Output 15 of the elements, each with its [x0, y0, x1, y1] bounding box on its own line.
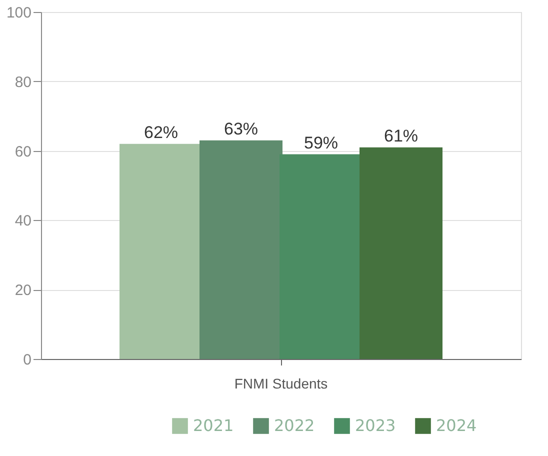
data-label: 59% — [304, 133, 338, 152]
y-tick-label: 20 — [14, 282, 32, 300]
legend-label: 2023 — [355, 416, 396, 435]
data-label: 62% — [144, 122, 178, 142]
y-tick-label: 40 — [14, 212, 32, 230]
y-tick-label: 0 — [23, 352, 32, 368]
data-label: 61% — [384, 126, 418, 146]
legend-label: 2021 — [193, 416, 234, 435]
legend-label: 2022 — [274, 416, 315, 435]
data-label: 63% — [224, 119, 258, 138]
y-tick-label: 80 — [14, 74, 32, 91]
legend-label: 2024 — [436, 416, 477, 435]
x-tick-label: FNMI Students — [234, 376, 328, 392]
y-tick-label: 60 — [14, 143, 32, 160]
y-tick-label: 100 — [6, 4, 32, 22]
